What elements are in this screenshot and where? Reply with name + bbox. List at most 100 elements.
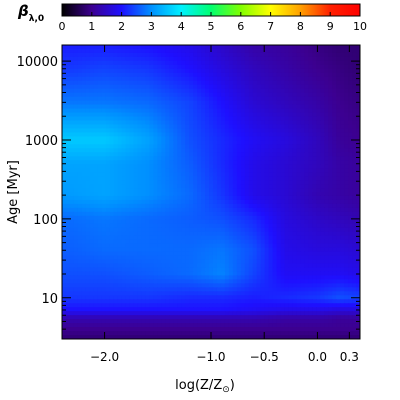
heatmap-cell (129, 263, 135, 269)
heatmap-cell (105, 96, 111, 102)
heatmap-cell (73, 176, 79, 181)
heatmap-cell (89, 60, 95, 66)
heatmap-cell (248, 68, 254, 74)
heatmap-cell (169, 108, 174, 114)
heatmap-cell (344, 251, 349, 257)
heatmap-cell (336, 56, 341, 62)
heatmap-cell (224, 247, 230, 253)
heatmap-cell (232, 45, 238, 50)
heatmap-cell (109, 88, 115, 94)
heatmap-cell (224, 227, 230, 233)
heatmap-cell (89, 116, 95, 122)
heatmap-cell (260, 203, 266, 209)
heatmap-cell (276, 267, 282, 273)
heatmap-cell (161, 72, 166, 78)
heatmap-cell (141, 112, 147, 118)
heatmap-cell (348, 279, 353, 284)
heatmap-cell (316, 303, 321, 308)
heatmap-cell (65, 259, 71, 265)
heatmap-cell (304, 112, 309, 118)
heatmap-cell (157, 176, 162, 181)
heatmap-cell (165, 271, 170, 277)
heatmap-cell (145, 263, 151, 269)
heatmap-cell (264, 76, 270, 82)
heatmap-cell (73, 152, 79, 157)
heatmap-cell (121, 219, 127, 225)
heatmap-cell (165, 267, 170, 273)
heatmap-cell (232, 259, 238, 265)
heatmap-cell (193, 199, 198, 205)
heatmap-cell (220, 84, 226, 90)
heatmap-cell (157, 188, 162, 193)
heatmap-cell (328, 56, 333, 62)
heatmap-cell (264, 235, 270, 241)
heatmap-cell (248, 116, 254, 122)
heatmap-cell (284, 299, 290, 304)
heatmap-cell (232, 255, 238, 261)
heatmap-cell (73, 48, 79, 54)
heatmap-cell (356, 116, 360, 122)
heatmap-cell (137, 72, 143, 78)
heatmap-cell (316, 48, 321, 54)
heatmap-cell (181, 80, 186, 86)
heatmap-cell (73, 239, 79, 245)
heatmap-cell (125, 48, 131, 54)
heatmap-cell (197, 279, 202, 284)
heatmap-cell (300, 64, 305, 70)
heatmap-cell (89, 64, 95, 70)
heatmap-cell (236, 211, 242, 217)
colorbar-tick-label: 7 (267, 20, 274, 33)
heatmap-cell (141, 231, 147, 237)
heatmap-cell (332, 156, 337, 161)
heatmap-cell (224, 199, 230, 205)
heatmap-cell (356, 215, 360, 221)
heatmap-cell (157, 211, 162, 217)
heatmap-cell (264, 136, 270, 141)
heatmap-cell (324, 215, 329, 221)
heatmap-cell (332, 215, 337, 221)
heatmap-cell (356, 132, 360, 137)
heatmap-cell (304, 116, 309, 122)
heatmap-cell (137, 255, 143, 261)
heatmap-cell (157, 291, 162, 296)
heatmap-cell (252, 140, 258, 145)
heatmap-cell (348, 239, 353, 245)
heatmap-cell (141, 100, 147, 106)
heatmap-cell (284, 60, 290, 66)
heatmap-cell (280, 156, 286, 161)
heatmap-cell (145, 164, 151, 169)
heatmap-cell (201, 180, 206, 185)
heatmap-cell (185, 120, 190, 126)
heatmap-cell (264, 267, 270, 273)
heatmap-cell (169, 271, 174, 277)
heatmap-cell (216, 164, 222, 169)
heatmap-cell (65, 164, 71, 169)
heatmap-cell (220, 195, 226, 201)
heatmap-cell (276, 291, 282, 296)
heatmap-cell (276, 188, 282, 193)
heatmap-cell (336, 128, 341, 133)
heatmap-cell (220, 92, 226, 98)
heatmap-cell (316, 80, 321, 86)
heatmap-cell (113, 275, 119, 280)
heatmap-cell (185, 176, 190, 181)
heatmap-cell (201, 295, 206, 300)
heatmap-cell (205, 92, 210, 98)
heatmap-cell (292, 172, 298, 177)
heatmap-cell (109, 100, 115, 106)
heatmap-cell (177, 192, 182, 197)
heatmap-cell (157, 156, 162, 161)
heatmap-cell (216, 291, 222, 296)
heatmap-cell (324, 184, 329, 189)
heatmap-cell (276, 239, 282, 245)
heatmap-cell (224, 124, 230, 130)
heatmap-cell (264, 223, 270, 229)
heatmap-cell (280, 207, 286, 213)
heatmap-cell (348, 188, 353, 193)
heatmap-cell (336, 203, 341, 209)
heatmap-cell (62, 88, 67, 94)
heatmap-cell (296, 88, 301, 94)
heatmap-cell (276, 251, 282, 257)
heatmap-cell (224, 243, 230, 249)
heatmap-cell (101, 251, 107, 257)
